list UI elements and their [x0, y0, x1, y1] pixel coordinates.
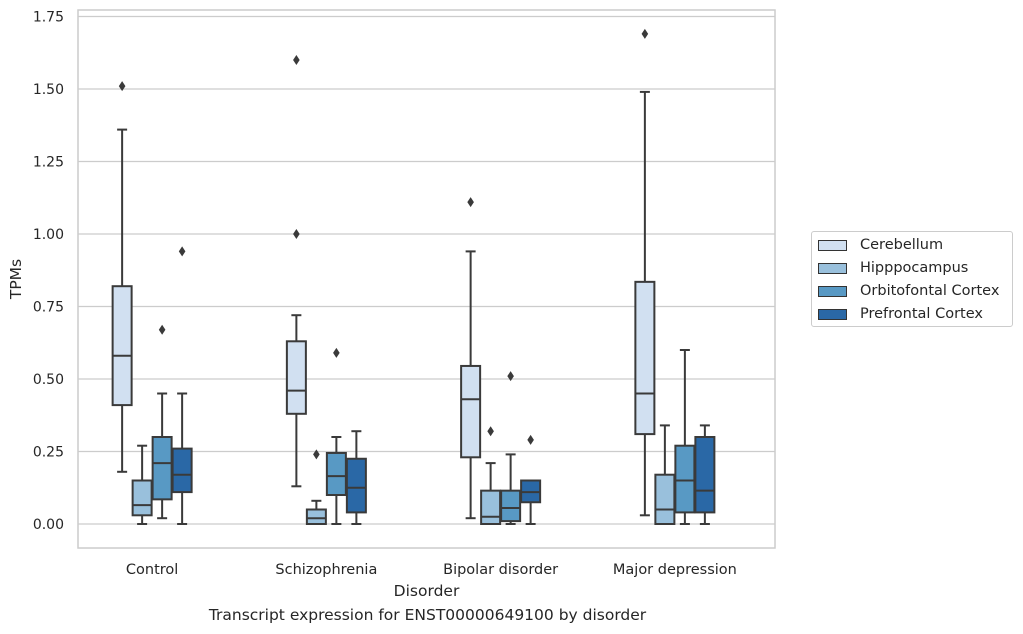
outlier-point — [467, 197, 474, 208]
y-tick-label: 1.75 — [33, 10, 64, 26]
box-cerebellum-1 — [285, 55, 307, 488]
y-tick-label: 1.50 — [33, 82, 64, 98]
box-iqr — [634, 280, 656, 436]
legend-item-hippocampus: Hipppocampus — [818, 258, 968, 278]
box-iqr — [654, 473, 676, 526]
box-hipppocampus-3 — [654, 424, 676, 526]
legend-label: Orbitofontal Cortex — [860, 283, 1000, 299]
legend-label: Cerebellum — [860, 237, 944, 253]
box-iqr — [111, 285, 133, 407]
box-iqr — [460, 364, 482, 459]
box-iqr — [694, 436, 716, 514]
outlier-point — [527, 434, 534, 445]
legend-swatch-orbitofrontal-cortex — [818, 285, 847, 297]
box-iqr — [345, 457, 367, 514]
chart-caption: Transcript expression for ENST0000064910… — [208, 606, 647, 624]
box-cerebellum-3 — [634, 28, 656, 517]
legend: Cerebellum Hipppocampus Orbitofontal Cor… — [811, 231, 1013, 327]
box-layer — [111, 28, 716, 526]
box-iqr — [285, 340, 307, 415]
legend-item-cerebellum: Cerebellum — [818, 235, 943, 255]
box-orbitofontal-cortex-2 — [500, 371, 522, 525]
box-iqr — [480, 489, 502, 525]
y-tick-label: 1.00 — [33, 227, 64, 243]
outlier-point — [158, 324, 166, 335]
box-hipppocampus-2 — [480, 426, 502, 525]
box-prefrontal-cortex-3 — [694, 424, 716, 525]
y-tick-label: 0.00 — [33, 517, 64, 533]
box-prefrontal-cortex-0 — [171, 246, 193, 525]
outlier-point — [178, 246, 186, 257]
y-tick-label: 0.25 — [33, 445, 64, 461]
x-tick-label: Schizophrenia — [275, 562, 377, 578]
legend-item-orbitofrontal-cortex: Orbitofontal Cortex — [818, 281, 999, 301]
box-hipppocampus-1 — [305, 449, 327, 525]
x-tick-label: Major depression — [613, 562, 737, 578]
legend-swatch-cerebellum — [818, 239, 847, 251]
x-tick-label: Bipolar disorder — [443, 562, 558, 578]
legend-label: Prefrontal Cortex — [860, 306, 983, 322]
box-orbitofontal-cortex-3 — [674, 349, 696, 525]
outlier-point — [313, 449, 320, 460]
legend-swatch-prefrontal-cortex — [818, 308, 847, 320]
legend-swatch-hippocampus — [818, 262, 847, 274]
outlier-point — [641, 28, 649, 39]
box-prefrontal-cortex-1 — [345, 430, 367, 525]
outlier-point — [487, 426, 494, 437]
axis-ticks: 0.00 0.25 0.50 0.75 1.00 1.25 1.50 1.75 Control S… — [33, 10, 737, 579]
outlier-point — [333, 347, 340, 358]
box-iqr — [131, 479, 153, 517]
x-tick-label: Control — [126, 562, 178, 578]
legend-label: Hipppocampus — [860, 260, 969, 276]
outlier-point — [118, 81, 126, 92]
y-axis-label: TPMs — [7, 259, 25, 300]
box-cerebellum-0 — [111, 81, 133, 473]
box-iqr — [500, 489, 522, 523]
gridlines — [78, 15, 775, 525]
box-orbitofontal-cortex-1 — [325, 347, 347, 525]
outlier-point — [507, 371, 514, 382]
y-tick-label: 0.50 — [33, 372, 64, 388]
box-iqr — [151, 436, 173, 501]
box-iqr — [325, 451, 347, 497]
box-iqr — [305, 508, 327, 525]
box-cerebellum-2 — [460, 197, 482, 520]
box-hipppocampus-0 — [131, 444, 153, 525]
y-tick-label: 0.75 — [33, 300, 64, 316]
legend-item-prefrontal-cortex: Prefrontal Cortex — [818, 304, 983, 324]
box-orbitofontal-cortex-0 — [151, 324, 173, 520]
plot-frame — [77, 9, 776, 549]
box-iqr — [171, 447, 193, 494]
x-axis-label: Disorder — [394, 582, 460, 600]
outlier-point — [293, 229, 300, 239]
y-tick-label: 1.25 — [33, 155, 64, 171]
outlier-point — [293, 55, 300, 65]
box-iqr — [674, 444, 696, 514]
box-prefrontal-cortex-2 — [520, 434, 542, 525]
